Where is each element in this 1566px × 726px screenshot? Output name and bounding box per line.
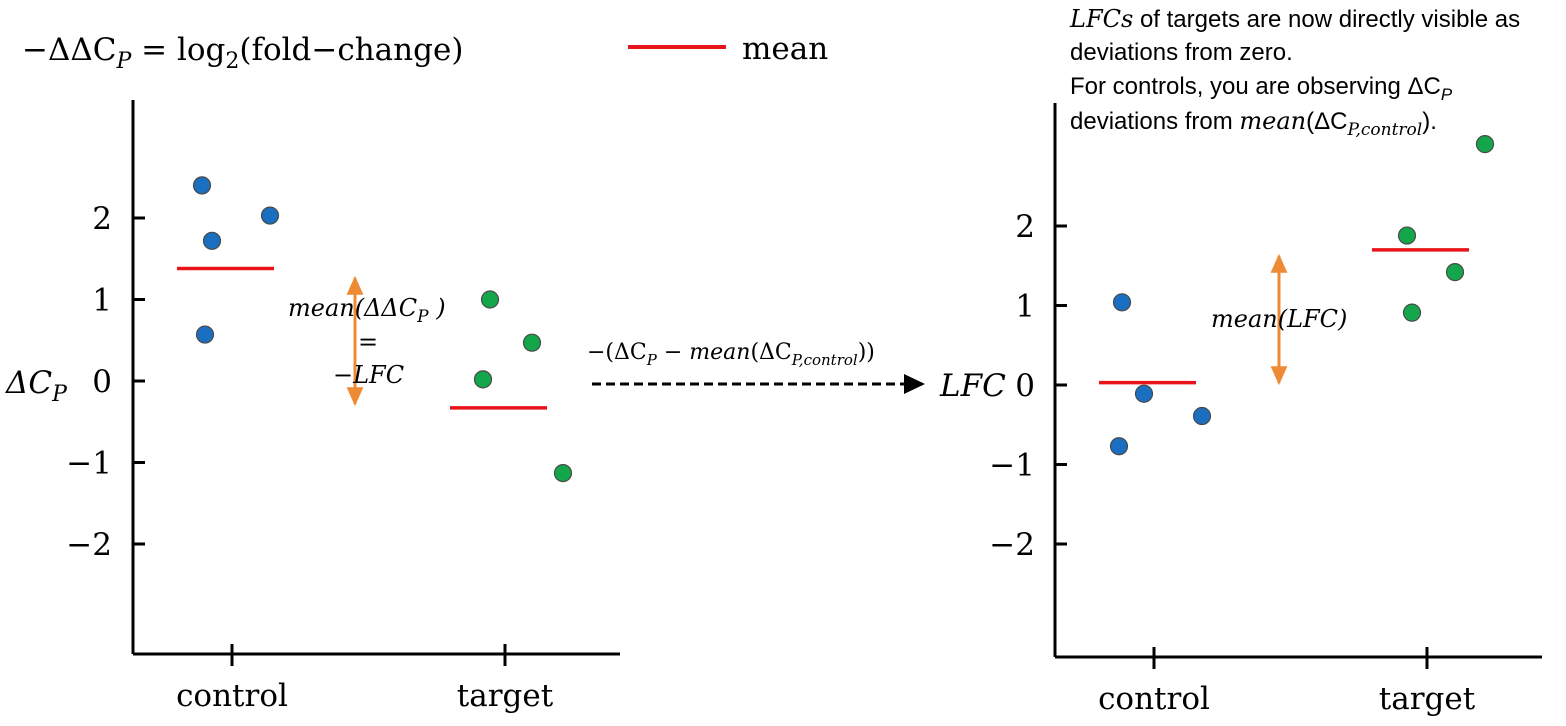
right-point-target bbox=[1475, 135, 1495, 154]
note-line2: deviations from zero. bbox=[1070, 39, 1293, 66]
note-line4-sub: P,control bbox=[1347, 120, 1423, 140]
left-point-control bbox=[260, 206, 280, 225]
formula-rhs-sub: 2 bbox=[225, 49, 239, 74]
note-lfcs: LFCs bbox=[1069, 5, 1133, 33]
left-point-target bbox=[553, 463, 573, 483]
transform-label: −(ΔCP − mean(ΔCP,control)) bbox=[587, 340, 875, 369]
right-point-control bbox=[1192, 406, 1212, 426]
right-x-tick-label-control: control bbox=[1098, 681, 1210, 717]
left-y-tick-label: 1 bbox=[92, 283, 112, 319]
left-y-tick-label: −1 bbox=[66, 446, 112, 482]
formula-rhs-post: (fold−change) bbox=[239, 32, 463, 68]
note-line3-sub: P bbox=[1441, 85, 1453, 104]
transform-arrow-head bbox=[904, 374, 925, 394]
left-annotation-line1: mean(ΔΔCP ) bbox=[288, 294, 446, 327]
right-x-tick-label-target: target bbox=[1379, 681, 1476, 717]
right-annotation: mean(LFC) bbox=[1211, 305, 1347, 333]
left-y-tick-label: 0 bbox=[92, 364, 112, 400]
note-line4-mid: (ΔC bbox=[1306, 108, 1347, 135]
right-ylabel: LFC bbox=[939, 368, 1006, 404]
left-annotation-line2: = bbox=[358, 328, 378, 356]
right-point-target bbox=[1445, 263, 1465, 282]
formula: −ΔΔCP = log2(fold−change) bbox=[22, 32, 463, 74]
note-text: LFCs of targets are now directly visible… bbox=[1069, 5, 1520, 140]
note-line4-pre: deviations from bbox=[1070, 108, 1239, 135]
svg-text:For controls, you are observin: For controls, you are observing ΔCP bbox=[1070, 73, 1453, 104]
svg-text:LFCs of targets are now direct: LFCs of targets are now directly visible… bbox=[1069, 5, 1520, 33]
left-point-control bbox=[202, 231, 222, 250]
formula-lhs-sub: P bbox=[115, 49, 132, 74]
right-y-tick-label: 2 bbox=[1015, 209, 1035, 245]
formula-lhs: −ΔΔC bbox=[22, 32, 116, 68]
left-point-target bbox=[480, 290, 500, 309]
right-point-target bbox=[1402, 303, 1422, 322]
left-ylabel: ΔCP bbox=[5, 365, 68, 407]
left-point-target bbox=[522, 333, 542, 352]
left-x-tick-label-target: target bbox=[457, 678, 554, 714]
left-point-control bbox=[195, 325, 215, 344]
left-y-tick-label: −2 bbox=[66, 527, 112, 563]
note-line1: of targets are now directly visible as bbox=[1133, 6, 1520, 33]
right-y-tick-label: 1 bbox=[1015, 289, 1035, 325]
note-line4-post: ). bbox=[1422, 108, 1437, 135]
note-line3: For controls, you are observing ΔC bbox=[1070, 73, 1441, 100]
legend-mean-label: mean bbox=[742, 31, 828, 67]
left-y-tick-label: 2 bbox=[92, 201, 112, 237]
right-point-target bbox=[1397, 226, 1417, 245]
right-y-tick-label: 0 bbox=[1015, 368, 1035, 404]
chart-left: 2 1 0 −1 −2 control target bbox=[66, 100, 620, 714]
svg-text:deviations from mean(ΔCP,contr: deviations from mean(ΔCP,control). bbox=[1070, 107, 1437, 140]
chart-right: 2 1 0 −1 −2 control target bbox=[989, 103, 1542, 717]
right-point-control bbox=[1112, 293, 1132, 312]
left-x-tick-label-control: control bbox=[176, 678, 288, 714]
right-point-control bbox=[1134, 384, 1154, 403]
right-y-tick-label: −1 bbox=[989, 448, 1035, 484]
left-point-target bbox=[473, 370, 493, 389]
left-annotation-line3: −LFC bbox=[333, 361, 404, 389]
right-point-control bbox=[1109, 437, 1129, 456]
note-line4-mean: mean bbox=[1239, 107, 1306, 135]
formula-rhs-pre: = log bbox=[131, 32, 225, 68]
right-y-tick-label: −2 bbox=[989, 527, 1035, 563]
left-point-control bbox=[192, 176, 212, 195]
